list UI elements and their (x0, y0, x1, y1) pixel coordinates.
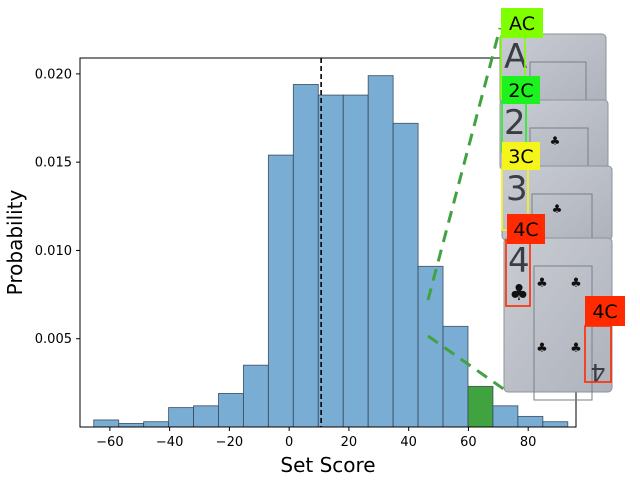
histogram-bar (492, 405, 519, 428)
highlighted-bar (467, 385, 494, 428)
histogram-bar (292, 84, 319, 428)
club-icon: ♣ (536, 276, 548, 291)
card-rank-inverted: 4 (590, 358, 605, 386)
card-rank: 2 (504, 103, 526, 143)
club-icon: ♣ (570, 341, 582, 356)
detection-label: 3C (508, 146, 533, 168)
club-icon: ♣ (550, 134, 561, 148)
histogram-bar (193, 405, 219, 428)
card-rank: A (504, 37, 527, 77)
histogram-bar (218, 393, 244, 428)
club-icon: ♣ (570, 276, 582, 291)
detection-label: 4C (513, 219, 538, 241)
y-axis-label: Probability (3, 189, 27, 295)
detection-label: AC (509, 13, 535, 35)
y-tick-label: 0.015 (35, 156, 72, 171)
detection-label-bg (501, 8, 543, 38)
x-tick-label: 40 (400, 435, 417, 450)
zoom-connector-lines (426, 27, 506, 392)
histogram-bar (517, 415, 544, 428)
detection-label: 2C (508, 80, 533, 102)
x-tick-label: 20 (341, 435, 358, 450)
histogram-bar (317, 94, 344, 428)
x-axis-label: Set Score (280, 453, 375, 477)
y-tick-label: 0.005 (35, 332, 72, 347)
x-tick-label: −20 (216, 435, 243, 450)
club-icon: ♣ (536, 341, 548, 356)
histogram-bar (342, 94, 369, 428)
y-tick-label: 0.010 (35, 244, 72, 259)
histogram-bar (542, 421, 569, 428)
zoom-line-upper (426, 27, 502, 301)
x-tick-label: −60 (96, 435, 123, 450)
histogram-bar (93, 419, 120, 428)
x-tick-label: 80 (520, 435, 537, 450)
card-rank: 4 (508, 241, 530, 281)
detection-label-bg (502, 142, 540, 170)
histogram-bar (168, 407, 194, 428)
histogram-bar (392, 122, 419, 428)
histogram-bar (367, 75, 394, 428)
histogram-bar (143, 421, 170, 428)
detection-label-bg (585, 296, 625, 326)
y-tick-label: 0.020 (35, 67, 72, 82)
club-icon: ♣ (509, 281, 529, 306)
x-tick-label: 0 (285, 435, 293, 450)
card-rank: 3 (506, 169, 528, 209)
histogram-bar (118, 423, 145, 428)
x-tick-label: −40 (156, 435, 183, 450)
card-inner-frame (533, 265, 593, 401)
x-tick-label: 60 (460, 435, 477, 450)
detection-label: 4C (592, 301, 617, 323)
detection-label-bg (507, 214, 545, 244)
histogram-bar (267, 154, 294, 428)
detection-label-bg (502, 76, 540, 104)
histogram-bar (442, 325, 469, 428)
zoom-line-lower (427, 334, 506, 392)
club-icon: ♣ (552, 202, 563, 216)
histogram-bar (242, 364, 269, 428)
